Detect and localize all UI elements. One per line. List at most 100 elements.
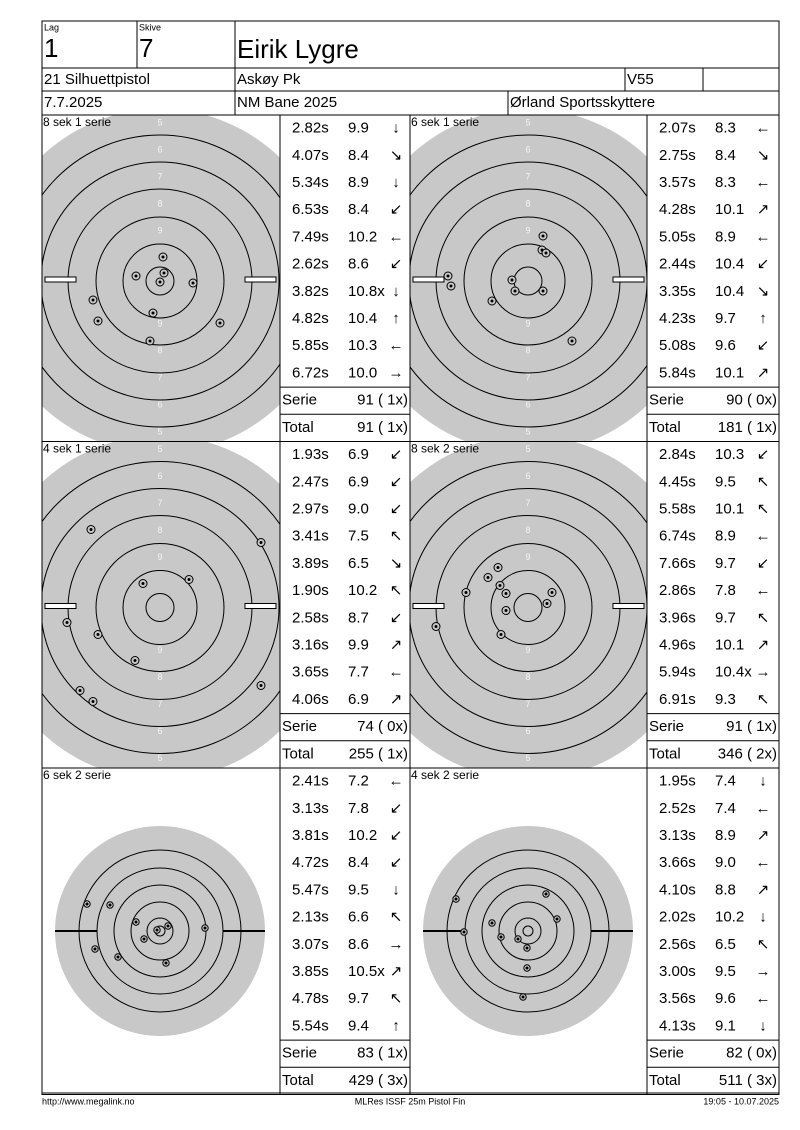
- ring-label: 9: [157, 645, 162, 655]
- ring: [42, 161, 280, 401]
- shot-direction: →: [756, 963, 771, 980]
- hit-dot: [516, 937, 520, 941]
- hit-dot: [108, 903, 112, 907]
- ring: [145, 266, 175, 296]
- shot-time: 4.07s: [292, 147, 329, 164]
- panel: 6 sek 2 serie 2.41s 7.2 ← 3.13s 7.8 ↙ 3.81s 10.2…: [41, 767, 411, 1095]
- shot-time: 2.47s: [292, 473, 329, 490]
- side-mark: [244, 276, 277, 283]
- shot-score: 9.7: [715, 310, 736, 327]
- hit-dot: [142, 937, 146, 941]
- hit-dot: [555, 917, 559, 921]
- ring: [130, 901, 190, 961]
- shot-direction: ↖: [390, 990, 403, 1007]
- shot-score: 7.2: [348, 773, 369, 790]
- footer-right: 19:05 - 10.07.2025: [703, 1096, 779, 1106]
- shot-direction: ↘: [757, 283, 770, 300]
- shot-time: 5.08s: [659, 337, 696, 354]
- ring-label: 6: [157, 471, 162, 481]
- ring-label: 5: [525, 444, 530, 454]
- shot-score: 10.4: [715, 283, 744, 300]
- ring-label: 6: [525, 471, 530, 481]
- shot-time: 5.34s: [292, 174, 329, 191]
- shot-direction: →: [756, 664, 771, 681]
- shot-time: 2.13s: [292, 909, 329, 926]
- shot-time: 3.00s: [659, 963, 696, 980]
- shot-direction: ↖: [757, 473, 770, 490]
- shot-score: 9.7: [715, 555, 736, 572]
- footer-left: http://www.megalink.no: [42, 1096, 135, 1106]
- total-label: Total: [649, 419, 681, 436]
- shot-time: 4.13s: [659, 1017, 696, 1034]
- shot-score: 7.7: [348, 664, 369, 681]
- ring-label: 9: [157, 225, 162, 235]
- shot-score: 9.5: [715, 963, 736, 980]
- shot-score: 9.9: [348, 120, 369, 137]
- ring-label: 6: [157, 726, 162, 736]
- hit-dot: [259, 541, 263, 544]
- shot-direction: ↙: [757, 256, 770, 273]
- shot-time: 3.56s: [659, 990, 696, 1007]
- hit-dot: [513, 289, 517, 293]
- total-label: Total: [282, 745, 314, 762]
- shot-time: 5.05s: [659, 228, 696, 245]
- hit-dot: [151, 311, 155, 315]
- target: 5 5 6 6 7 7 8 8 9 9: [410, 441, 647, 768]
- shot-time: 3.66s: [659, 854, 696, 871]
- shot-direction: ↙: [390, 201, 403, 218]
- ring-label: 7: [157, 699, 162, 709]
- shot-direction: ↘: [390, 147, 403, 164]
- ring: [410, 161, 647, 401]
- side-mark: [44, 603, 77, 609]
- ring: [410, 134, 647, 428]
- ring-label: 5: [157, 426, 162, 436]
- shot-time: 4.45s: [659, 473, 696, 490]
- total-value: 181 ( 1x): [718, 419, 777, 436]
- shot-direction: ↑: [392, 1017, 400, 1034]
- shot-score: 9.4: [348, 1017, 369, 1034]
- serie-label: Serie: [649, 392, 684, 409]
- hit-dot: [499, 935, 503, 939]
- serie-value: 90 ( 0x): [726, 392, 777, 409]
- shot-score: 10.2: [348, 582, 377, 599]
- shot-score: 8.6: [348, 256, 369, 273]
- serie-label: Serie: [649, 1045, 684, 1062]
- hit-dot: [544, 251, 548, 255]
- ring-label: 5: [525, 117, 530, 127]
- shot-time: 2.56s: [659, 936, 696, 953]
- shot-time: 3.57s: [659, 174, 696, 191]
- hit-dot: [203, 926, 207, 930]
- shot-time: 2.82s: [292, 120, 329, 137]
- shot-score: 8.4: [348, 201, 369, 218]
- ring: [514, 917, 542, 945]
- ring-label: 6: [525, 399, 530, 409]
- shot-time: 6.72s: [292, 364, 329, 381]
- shot-time: 2.62s: [292, 256, 329, 273]
- ring-label: 7: [525, 699, 530, 709]
- shot-direction: ←: [756, 120, 771, 137]
- shot-score: 8.9: [348, 174, 369, 191]
- shot-time: 2.58s: [292, 609, 329, 626]
- target: [55, 826, 265, 1036]
- ring-label: 8: [525, 672, 530, 682]
- shot-direction: ↙: [757, 446, 770, 463]
- ring: [42, 134, 280, 428]
- skive: 7: [139, 33, 153, 63]
- shot-time: 6.74s: [659, 528, 696, 545]
- shot-score: 10.4: [348, 310, 377, 327]
- ring: [490, 243, 566, 319]
- shot-score: 8.3: [715, 120, 736, 137]
- shot-direction: ←: [756, 582, 771, 599]
- series-label: 8 sek 2 serie: [411, 442, 479, 456]
- shot-score: 6.5: [715, 936, 736, 953]
- shot-time: 5.85s: [292, 337, 329, 354]
- ring-label: 8: [157, 345, 162, 355]
- shot-direction: ↙: [390, 473, 403, 490]
- ring-label: 5: [525, 426, 530, 436]
- shot-score: 6.9: [348, 691, 369, 708]
- shot-direction: ↙: [390, 500, 403, 517]
- shot-score: 10.4x: [715, 664, 752, 681]
- shot-score: 8.9: [715, 228, 736, 245]
- shot-time: 3.07s: [292, 936, 329, 953]
